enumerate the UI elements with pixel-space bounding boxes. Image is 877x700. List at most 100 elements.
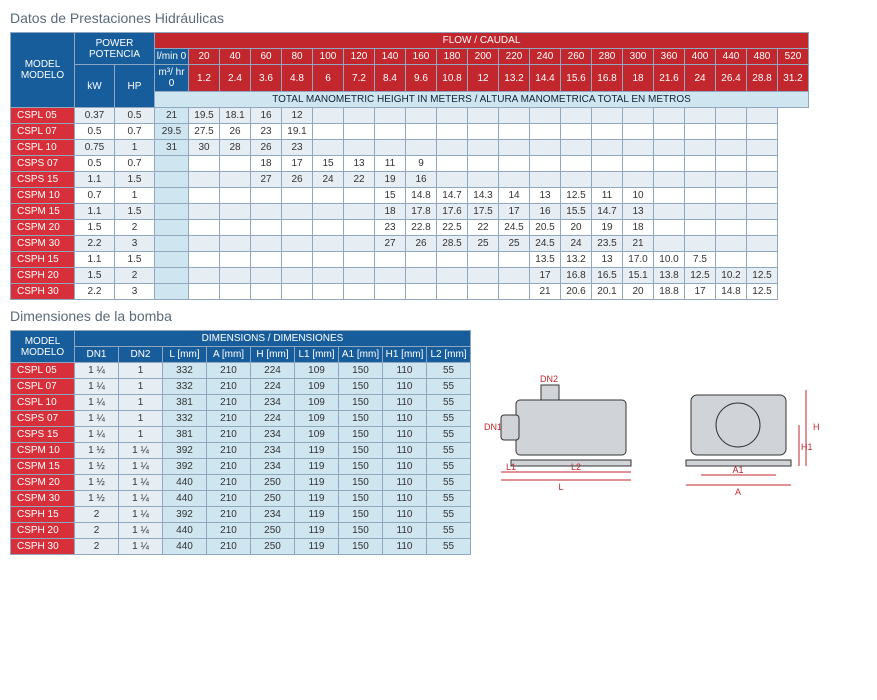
value-cell (685, 140, 716, 156)
value-cell (313, 252, 344, 268)
dim-value-cell: 234 (251, 459, 295, 475)
dim-value-cell: 150 (339, 411, 383, 427)
power-cell: 1 (115, 188, 155, 204)
value-cell: 10.2 (716, 268, 747, 284)
value-cell (251, 204, 282, 220)
dim-value-cell: 2 (75, 539, 119, 555)
value-cell: 19.1 (282, 124, 313, 140)
value-cell (561, 108, 592, 124)
dim-value-cell: 1 ¼ (119, 523, 163, 539)
value-cell: 13.2 (561, 252, 592, 268)
value-cell (654, 124, 685, 140)
value-cell: 19.5 (189, 108, 220, 124)
flow-lmin-cell: 140 (375, 49, 406, 65)
value-cell (499, 172, 530, 188)
value-cell (685, 124, 716, 140)
value-cell (747, 172, 778, 188)
value-cell: 12 (282, 108, 313, 124)
model-cell: CSPS 15 (11, 172, 75, 188)
value-cell (189, 188, 220, 204)
value-cell (468, 140, 499, 156)
dim-value-cell: 440 (163, 523, 207, 539)
value-cell (499, 284, 530, 300)
value-cell: 20.5 (530, 220, 561, 236)
dim-value-cell: 55 (427, 475, 471, 491)
value-cell: 23.5 (592, 236, 623, 252)
value-cell: 17 (685, 284, 716, 300)
value-cell (468, 156, 499, 172)
flow-m3hr-cell: 21.6 (654, 65, 685, 92)
value-cell (344, 188, 375, 204)
dimensions-table: MODEL MODELODIMENSIONS / DIMENSIONESDN1D… (10, 330, 471, 555)
power-cell: 2.2 (75, 236, 115, 252)
power-cell: 0.37 (75, 108, 115, 124)
value-cell (251, 284, 282, 300)
dim-model-header: MODEL MODELO (11, 331, 75, 363)
value-cell (189, 284, 220, 300)
svg-text:L1: L1 (506, 462, 516, 472)
value-cell: 12.5 (561, 188, 592, 204)
dim-model-cell: CSPL 10 (11, 395, 75, 411)
flow-m3hr-cell: 8.4 (375, 65, 406, 92)
svg-text:DN1: DN1 (484, 422, 502, 432)
value-cell (468, 284, 499, 300)
dim-value-cell: 210 (207, 491, 251, 507)
hp-header: HP (115, 65, 155, 108)
value-cell (189, 220, 220, 236)
dim-value-cell: 210 (207, 395, 251, 411)
value-cell (220, 268, 251, 284)
value-cell: 26 (282, 172, 313, 188)
dim-value-cell: 1 ½ (75, 443, 119, 459)
value-cell (282, 284, 313, 300)
value-cell: 20.6 (561, 284, 592, 300)
dim-value-cell: 150 (339, 395, 383, 411)
power-cell: 2.2 (75, 284, 115, 300)
dim-col-header: L [mm] (163, 347, 207, 363)
flow-m3hr-cell: 31.2 (778, 65, 809, 92)
flow-m3hr-cell: 24 (685, 65, 716, 92)
flow-m3hr-cell: 12 (468, 65, 499, 92)
value-cell: 17.5 (468, 204, 499, 220)
value-cell: 14.7 (437, 188, 468, 204)
value-cell: 7.5 (685, 252, 716, 268)
value-cell (313, 188, 344, 204)
model-cell: CSPM 20 (11, 220, 75, 236)
dim-col-header: L2 [mm] (427, 347, 471, 363)
value-cell (561, 156, 592, 172)
value-cell (468, 108, 499, 124)
power-cell: 1.5 (115, 172, 155, 188)
dim-model-cell: CSPM 30 (11, 491, 75, 507)
dim-value-cell: 210 (207, 363, 251, 379)
dim-value-cell: 210 (207, 427, 251, 443)
value-cell (623, 140, 654, 156)
dim-value-cell: 210 (207, 411, 251, 427)
dim-value-cell: 392 (163, 443, 207, 459)
dim-value-cell: 1 ¼ (119, 475, 163, 491)
dim-value-cell: 110 (383, 395, 427, 411)
dim-model-cell: CSPS 07 (11, 411, 75, 427)
value-cell: 11 (375, 156, 406, 172)
value-cell: 16 (406, 172, 437, 188)
dim-model-cell: CSPM 15 (11, 459, 75, 475)
value-cell: 15 (313, 156, 344, 172)
dim-value-cell: 119 (295, 491, 339, 507)
dim-value-cell: 1 ¼ (75, 395, 119, 411)
value-cell (592, 156, 623, 172)
dim-value-cell: 210 (207, 379, 251, 395)
dim-value-cell: 1 ½ (75, 459, 119, 475)
dim-col-header: A [mm] (207, 347, 251, 363)
value-cell (282, 252, 313, 268)
flow-m3hr-cell: 6 (313, 65, 344, 92)
value-cell (375, 252, 406, 268)
dim-value-cell: 110 (383, 475, 427, 491)
dim-value-cell: 110 (383, 411, 427, 427)
value-cell: 29.5 (155, 124, 189, 140)
value-cell (282, 220, 313, 236)
flow-m3hr-cell: 16.8 (592, 65, 623, 92)
value-cell (344, 268, 375, 284)
model-header: MODEL MODELO (11, 33, 75, 108)
flow-lmin-cell: 260 (561, 49, 592, 65)
value-cell (716, 108, 747, 124)
dim-value-cell: 250 (251, 475, 295, 491)
dim-value-cell: 150 (339, 443, 383, 459)
